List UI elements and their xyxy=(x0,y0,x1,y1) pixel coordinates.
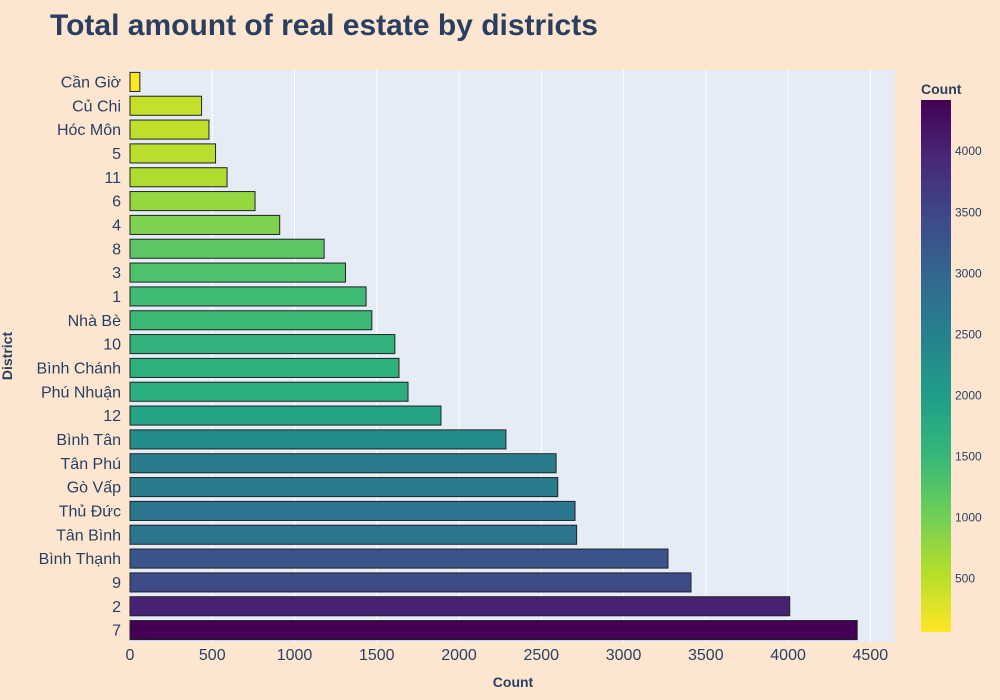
category-label: Phú Nhuận xyxy=(41,384,121,401)
bar xyxy=(129,238,325,259)
colorbar-tick-label: 2000 xyxy=(955,388,982,402)
colorbar-title: Count xyxy=(921,81,962,97)
category-label: Bình Tân xyxy=(56,432,121,449)
category-label: 12 xyxy=(103,408,121,425)
bar xyxy=(129,453,557,474)
bar xyxy=(129,596,791,617)
x-tick-label: 3500 xyxy=(688,647,724,664)
bar xyxy=(129,429,507,450)
x-tick-label: 1000 xyxy=(277,647,313,664)
bar xyxy=(129,191,256,212)
y-axis-title: District xyxy=(0,332,15,381)
category-label: Nhà Bè xyxy=(68,313,121,330)
grid-lines xyxy=(211,70,871,642)
bar xyxy=(129,405,442,426)
bar xyxy=(129,310,373,331)
bar xyxy=(129,477,559,498)
bar xyxy=(129,119,210,140)
category-label: Bình Chánh xyxy=(36,360,121,377)
x-tick-label: 2500 xyxy=(523,647,559,664)
x-tick-labels: 0 500 1000 1500 2000 2500 3000 3500 4000 4500 xyxy=(126,647,889,664)
colorbar-tick-label: 1000 xyxy=(955,510,982,524)
category-label: 5 xyxy=(112,146,121,163)
colorbar-tick-label: 2500 xyxy=(955,327,982,341)
colorbar-tick-label: 4000 xyxy=(955,144,982,158)
category-label: 1 xyxy=(112,289,121,306)
bar xyxy=(129,548,669,569)
colorbar-tick-label: 1500 xyxy=(955,449,982,463)
colorbar-tick-label: 3000 xyxy=(955,266,982,280)
x-tick-label: 500 xyxy=(199,647,226,664)
bar xyxy=(129,500,576,521)
x-tick-label: 4500 xyxy=(853,647,889,664)
category-label: 3 xyxy=(112,265,121,282)
plot-area xyxy=(130,70,895,642)
bar xyxy=(129,214,281,235)
category-label: Cần Giờ xyxy=(61,74,122,91)
category-label: Hóc Môn xyxy=(57,122,121,139)
category-label: Bình Thạnh xyxy=(39,551,121,568)
bar xyxy=(129,143,217,164)
bar xyxy=(129,95,203,116)
bar xyxy=(129,334,396,355)
category-label: 9 xyxy=(112,575,121,592)
colorbar-tick-label: 500 xyxy=(955,571,975,585)
x-tick-label: 1500 xyxy=(359,647,395,664)
bar xyxy=(129,381,409,402)
category-label: Gò Vấp xyxy=(67,480,121,497)
category-label: Thủ Đức xyxy=(59,503,121,520)
category-label: 8 xyxy=(112,241,121,258)
bar xyxy=(129,167,228,188)
category-label: 10 xyxy=(103,337,121,354)
bar xyxy=(129,572,692,593)
category-label: 4 xyxy=(112,217,121,234)
colorbar xyxy=(921,100,951,632)
bars xyxy=(129,71,858,641)
x-tick-label: 2000 xyxy=(441,647,477,664)
category-label: 11 xyxy=(104,170,121,187)
bar xyxy=(129,71,141,92)
x-tick-label: 4000 xyxy=(770,647,806,664)
bar xyxy=(129,620,858,641)
category-label: 7 xyxy=(112,623,121,640)
category-label: 6 xyxy=(112,194,121,211)
category-labels: Cần Giờ Củ Chi Hóc Môn 5 11 6 4 8 3 1 Nhà Bè 10 Bình… xyxy=(36,74,121,639)
x-tick-label: 3000 xyxy=(606,647,642,664)
bar xyxy=(129,357,400,378)
x-axis-title: Count xyxy=(493,674,534,690)
category-label: Tân Phú xyxy=(61,456,121,473)
category-label: 2 xyxy=(112,599,121,616)
bar xyxy=(129,524,578,545)
bar xyxy=(129,286,367,307)
bar xyxy=(129,262,347,283)
colorbar-ticks: 500 1000 1500 2000 2500 3000 3500 4000 xyxy=(955,144,982,585)
category-label: Tân Bình xyxy=(56,527,121,544)
x-tick-label: 0 xyxy=(126,647,135,664)
category-label: Củ Chi xyxy=(72,98,121,115)
colorbar-tick-label: 3500 xyxy=(955,205,982,219)
chart-title: Total amount of real estate by districts xyxy=(50,9,598,42)
